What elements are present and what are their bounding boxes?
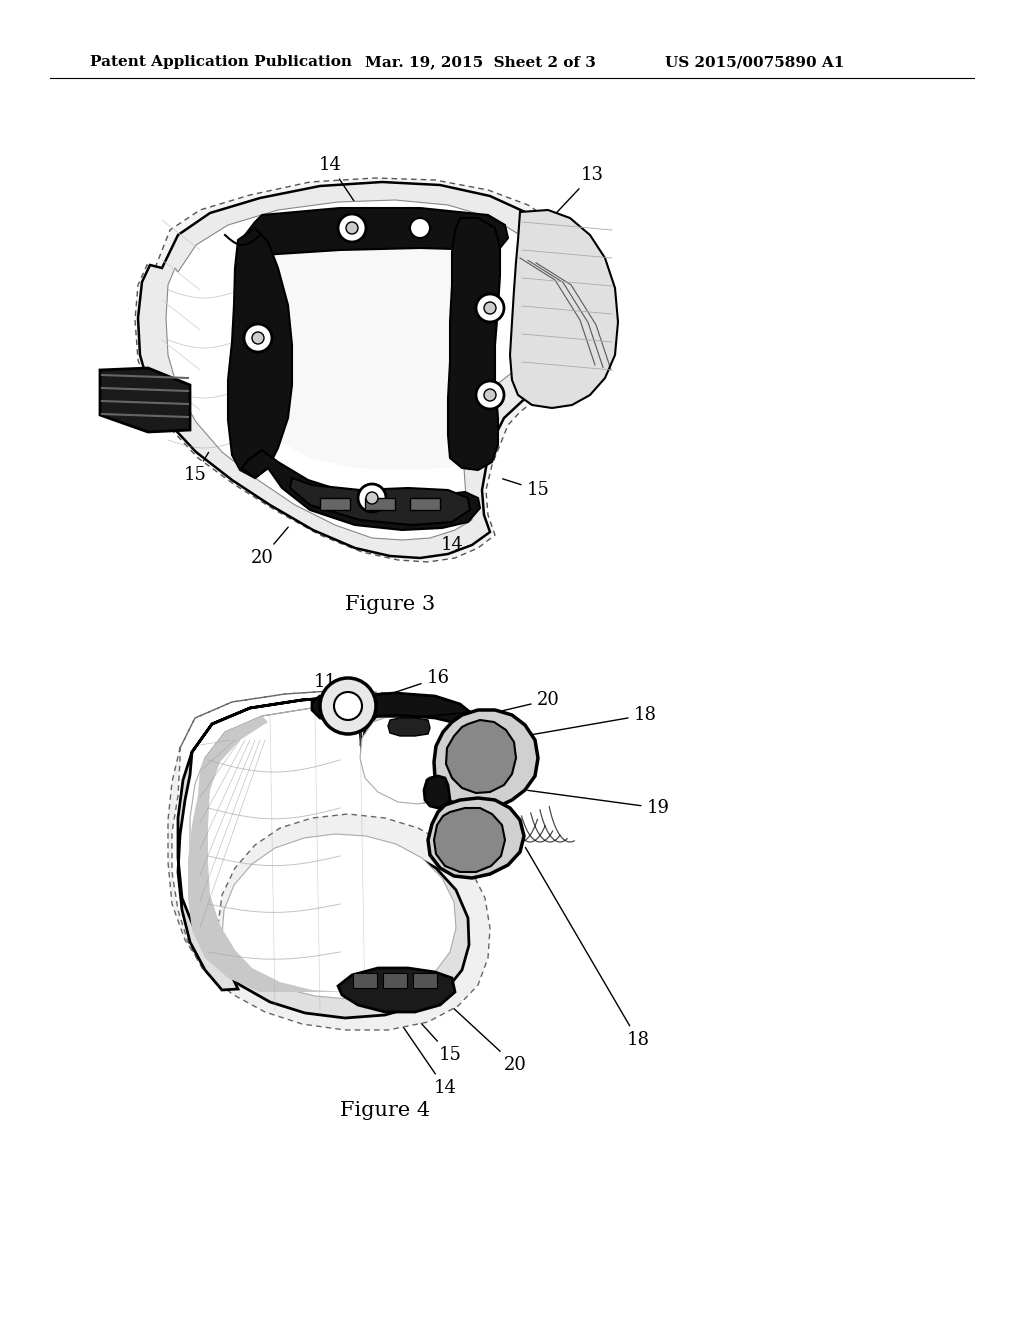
Polygon shape: [100, 368, 190, 432]
Polygon shape: [166, 201, 548, 540]
Polygon shape: [190, 705, 472, 999]
Circle shape: [358, 484, 386, 512]
Text: 11: 11: [313, 673, 346, 708]
Text: 15: 15: [503, 479, 550, 499]
Polygon shape: [510, 210, 618, 408]
Polygon shape: [135, 178, 588, 562]
Polygon shape: [413, 973, 437, 987]
Text: 14: 14: [400, 516, 464, 554]
Text: 19: 19: [527, 791, 670, 817]
Polygon shape: [388, 718, 430, 737]
Circle shape: [366, 492, 378, 504]
Circle shape: [476, 294, 504, 322]
Text: Mar. 19, 2015  Sheet 2 of 3: Mar. 19, 2015 Sheet 2 of 3: [365, 55, 596, 69]
Text: Patent Application Publication: Patent Application Publication: [90, 55, 352, 69]
Text: 15: 15: [183, 453, 209, 484]
Polygon shape: [228, 228, 292, 478]
Circle shape: [346, 222, 358, 234]
Polygon shape: [245, 209, 508, 255]
Polygon shape: [242, 450, 480, 531]
Text: 16: 16: [375, 669, 450, 700]
Text: 20: 20: [251, 527, 288, 568]
Polygon shape: [434, 710, 538, 810]
Text: 17: 17: [297, 346, 357, 387]
Text: Figure 4: Figure 4: [340, 1101, 430, 1119]
Circle shape: [484, 302, 496, 314]
Polygon shape: [138, 182, 575, 558]
Polygon shape: [178, 696, 480, 1018]
Text: 13: 13: [547, 166, 603, 223]
Polygon shape: [428, 799, 524, 878]
Text: 17: 17: [513, 348, 584, 367]
Polygon shape: [319, 498, 350, 510]
Polygon shape: [148, 368, 190, 432]
Polygon shape: [449, 218, 500, 470]
Polygon shape: [168, 690, 490, 1030]
Text: 18: 18: [532, 706, 656, 734]
Text: 20: 20: [475, 690, 559, 717]
Text: 18: 18: [525, 847, 649, 1049]
Text: 20: 20: [452, 1007, 526, 1074]
Circle shape: [338, 214, 366, 242]
Polygon shape: [446, 719, 516, 793]
Circle shape: [319, 678, 376, 734]
Text: 20: 20: [127, 385, 150, 404]
Polygon shape: [410, 498, 440, 510]
Circle shape: [244, 323, 272, 352]
Polygon shape: [290, 478, 470, 525]
Text: 14: 14: [318, 156, 358, 207]
Text: US 2015/0075890 A1: US 2015/0075890 A1: [665, 55, 845, 69]
Polygon shape: [424, 776, 450, 808]
Text: 11: 11: [207, 261, 237, 288]
Polygon shape: [188, 715, 348, 993]
Polygon shape: [312, 693, 470, 723]
Polygon shape: [338, 968, 455, 1012]
Text: 15: 15: [401, 1002, 462, 1064]
Circle shape: [476, 381, 504, 409]
Circle shape: [410, 218, 430, 238]
Polygon shape: [434, 808, 505, 873]
Polygon shape: [353, 973, 377, 987]
Text: Figure 3: Figure 3: [345, 595, 435, 615]
Polygon shape: [365, 498, 395, 510]
Polygon shape: [383, 973, 407, 987]
Circle shape: [334, 692, 362, 719]
Circle shape: [252, 333, 264, 345]
Circle shape: [484, 389, 496, 401]
Polygon shape: [258, 248, 500, 470]
Text: 14: 14: [396, 1018, 457, 1097]
